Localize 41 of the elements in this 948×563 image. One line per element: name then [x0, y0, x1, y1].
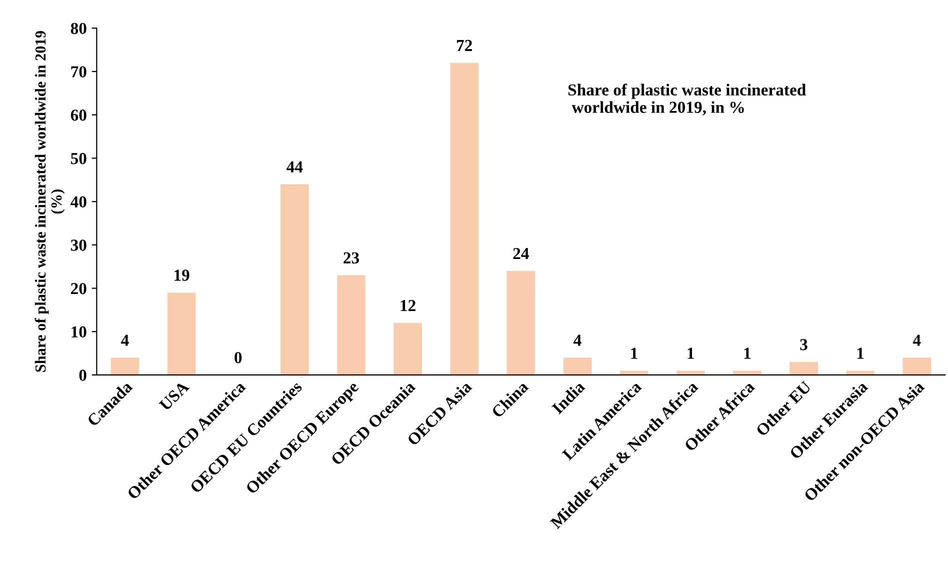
- text: Share of plastic waste incinerated worldwide in 2019, in %: [568, 84, 806, 116]
- bar: [167, 292, 196, 375]
- bar: [563, 358, 592, 375]
- y-tick-label: 40: [70, 196, 86, 208]
- data-label: 24: [513, 248, 529, 260]
- bar: [902, 358, 932, 375]
- y-tick-label: 10: [72, 326, 86, 338]
- bar: [846, 370, 874, 375]
- data-label: 12: [400, 300, 416, 312]
- bar: [790, 362, 818, 375]
- bar: [394, 322, 422, 375]
- data-label: 4: [574, 334, 582, 346]
- data-label: 3: [800, 339, 808, 350]
- y-tick-label: 20: [71, 282, 86, 294]
- data-label: 72: [456, 40, 472, 51]
- x-tick-label: USA: [158, 380, 190, 412]
- y-tick-label: 70: [71, 66, 86, 78]
- data-label: 1: [744, 348, 750, 359]
- y-axis-title: Share of plastic waste incinerated worldwide in 2019 (%): [34, 31, 65, 372]
- y-tick-label: 80: [70, 22, 86, 34]
- bar: [450, 62, 479, 375]
- bar: [620, 370, 648, 375]
- data-label: 19: [174, 270, 190, 281]
- bar: [676, 370, 705, 375]
- bar: [280, 184, 309, 375]
- bar: [337, 275, 366, 375]
- y-tick-label: 30: [70, 240, 86, 251]
- data-label: 0: [234, 352, 242, 364]
- y-tick-label: 60: [70, 110, 86, 121]
- data-label: 4: [121, 334, 129, 346]
- bar: [733, 370, 762, 375]
- y-tick-label: 0: [79, 370, 86, 381]
- bar: [110, 358, 140, 375]
- data-label: 4: [912, 334, 921, 346]
- data-label: 1: [631, 348, 638, 359]
- data-label: 1: [857, 348, 864, 359]
- data-label: 23: [344, 252, 359, 264]
- y-tick-label: 50: [70, 152, 86, 164]
- bar: [506, 270, 536, 375]
- data-label: 1: [688, 348, 694, 359]
- data-label: 44: [286, 161, 303, 172]
